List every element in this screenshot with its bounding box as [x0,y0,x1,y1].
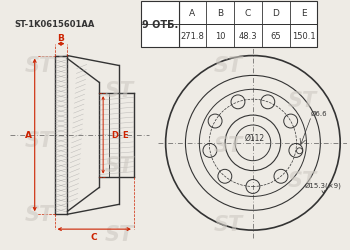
Text: 48.3: 48.3 [239,32,257,40]
Text: ST: ST [25,56,54,76]
Text: ST: ST [104,224,134,244]
Text: 9 ОТБ.: 9 ОТБ. [141,20,178,30]
Bar [141,2,178,48]
Text: A: A [25,131,32,140]
Text: Ø6.6: Ø6.6 [310,111,327,117]
Text: ST: ST [214,214,243,234]
Text: ST: ST [104,155,134,175]
Text: 65: 65 [271,32,281,40]
Text: ST: ST [288,170,317,190]
Text: ST: ST [25,204,54,224]
Text: ST-1K0615601AA: ST-1K0615601AA [14,20,95,29]
Text: C: C [245,9,251,18]
Text: 271.8: 271.8 [181,32,204,40]
Bar [178,2,317,48]
Text: D: D [112,131,119,140]
Text: C: C [91,232,98,240]
Text: 150.1: 150.1 [292,32,315,40]
Text: Ø112: Ø112 [245,133,265,142]
Text: Ø15.3(×9): Ø15.3(×9) [304,182,341,194]
Text: D: D [272,9,279,18]
Text: ST: ST [288,91,317,111]
Text: ST: ST [25,130,54,150]
Text: B: B [57,34,64,43]
Text: E: E [301,9,306,18]
Text: ST: ST [104,81,134,101]
Text: ST: ST [214,56,243,76]
Text: 10: 10 [215,32,225,40]
Text: ST: ST [214,135,243,155]
Text: B: B [217,9,223,18]
Text: A: A [189,9,195,18]
Text: E: E [122,131,128,140]
